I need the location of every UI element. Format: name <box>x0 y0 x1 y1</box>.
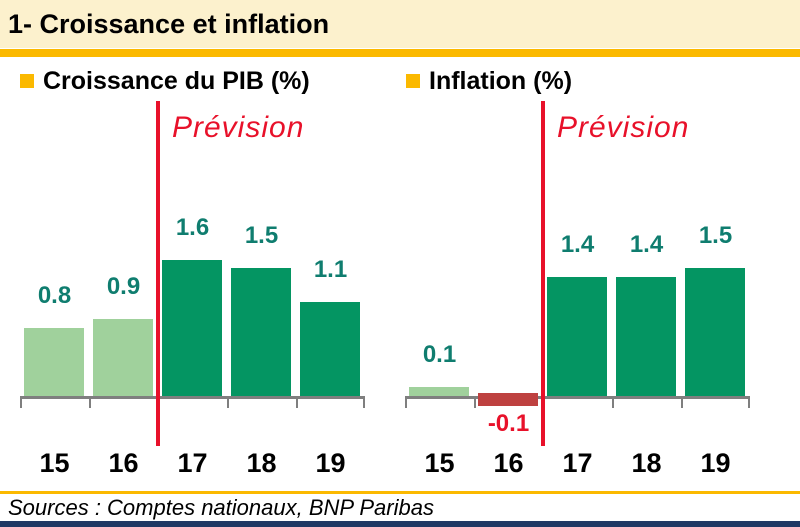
x-axis-label: 18 <box>246 448 277 478</box>
axis-tick <box>20 396 22 408</box>
x-axis-label: 17 <box>562 448 593 478</box>
bar-15 <box>409 387 469 396</box>
bar-value-label: 0.8 <box>37 282 72 309</box>
forecast-annotation: Prévision <box>557 111 690 144</box>
forecast-divider-line <box>156 101 160 446</box>
bar-value-label: 1.5 <box>698 222 733 249</box>
legend-inflation: Inflation (%) <box>406 66 572 96</box>
footer-navy-strip <box>0 521 800 527</box>
header-accent-rule <box>0 49 800 57</box>
axis-tick <box>612 396 614 408</box>
forecast-divider-line <box>541 101 545 446</box>
x-axis-label: 19 <box>315 448 346 478</box>
axis-tick <box>748 396 750 408</box>
bar-value-label: 1.1 <box>313 256 348 283</box>
legend-growth: Croissance du PIB (%) <box>20 66 310 96</box>
bar-chart-inflation: 0.1 15 -0.1 16 1.4 17 1.4 18 1.5 19 Prévision <box>405 95 750 493</box>
bar-18 <box>616 277 676 396</box>
x-axis-label: 18 <box>631 448 662 478</box>
bar-16 <box>478 393 538 406</box>
page-title: 1- Croissance et inflation <box>8 8 330 39</box>
bar-value-label: 0.1 <box>422 341 457 368</box>
bar-value-label: 1.4 <box>629 231 664 258</box>
chart-title-growth: Croissance du PIB (%) <box>43 67 310 95</box>
bar-value-label: -0.1 <box>487 410 530 437</box>
bar-value-label: 1.4 <box>560 231 595 258</box>
bar-18 <box>231 268 291 396</box>
footer-accent-rule <box>0 491 800 494</box>
bar-19 <box>685 268 745 396</box>
bar-value-label: 1.6 <box>175 214 210 241</box>
forecast-annotation: Prévision <box>172 111 305 144</box>
axis-tick <box>405 396 407 408</box>
header-banner: 1- Croissance et inflation <box>0 0 800 48</box>
bar-16 <box>93 319 153 396</box>
bar-17 <box>162 260 222 396</box>
axis-tick <box>363 396 365 408</box>
bar-value-label: 0.9 <box>106 273 141 300</box>
legend-marker-icon <box>406 74 420 88</box>
x-axis-line <box>405 396 750 399</box>
x-axis-label: 15 <box>39 448 70 478</box>
x-axis-label: 16 <box>493 448 524 478</box>
x-axis-label: 15 <box>424 448 455 478</box>
bar-chart-gdp-growth: 0.8 15 0.9 16 1.6 17 1.5 18 1.1 19 Prévision <box>20 95 365 493</box>
x-axis-label: 17 <box>177 448 208 478</box>
axis-tick <box>227 396 229 408</box>
x-axis-label: 19 <box>700 448 731 478</box>
x-axis-line <box>20 396 365 399</box>
bar-value-label: 1.5 <box>244 222 279 249</box>
bar-15 <box>24 328 84 396</box>
bar-17 <box>547 277 607 396</box>
axis-tick <box>296 396 298 408</box>
axis-tick <box>681 396 683 408</box>
axis-tick <box>474 396 476 408</box>
sources-note: Sources : Comptes nationaux, BNP Paribas <box>8 495 434 520</box>
legend-marker-icon <box>20 74 34 88</box>
bar-19 <box>300 302 360 396</box>
x-axis-label: 16 <box>108 448 139 478</box>
chart-title-inflation: Inflation (%) <box>429 67 573 95</box>
axis-tick <box>89 396 91 408</box>
